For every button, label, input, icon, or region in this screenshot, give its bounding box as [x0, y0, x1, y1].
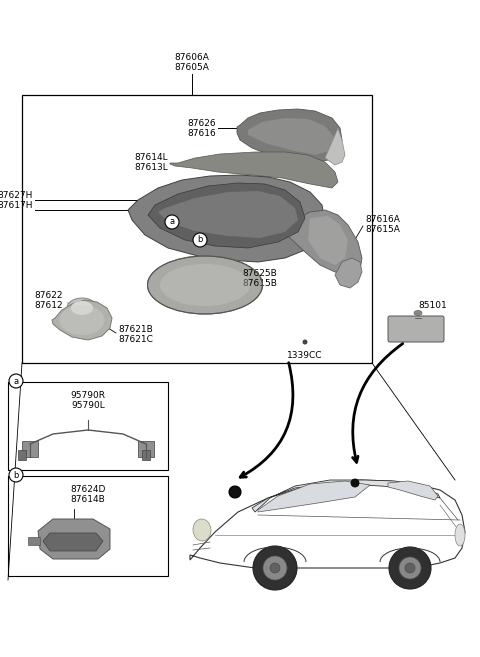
Polygon shape [252, 480, 440, 512]
Text: 87627H: 87627H [0, 191, 33, 200]
Polygon shape [335, 258, 362, 288]
Circle shape [399, 557, 421, 579]
Polygon shape [237, 109, 342, 163]
Circle shape [405, 563, 415, 573]
Circle shape [389, 547, 431, 589]
Text: 87613L: 87613L [134, 164, 168, 173]
Bar [138, 441, 154, 457]
Circle shape [165, 215, 179, 229]
Polygon shape [308, 216, 348, 265]
Text: b: b [13, 470, 19, 480]
Polygon shape [52, 300, 112, 340]
Text: 87614B: 87614B [71, 495, 106, 505]
Polygon shape [43, 533, 103, 551]
Text: 1339CC: 1339CC [287, 350, 323, 359]
Circle shape [302, 340, 308, 344]
Polygon shape [170, 152, 338, 188]
FancyArrowPatch shape [240, 363, 293, 477]
Circle shape [263, 556, 287, 580]
Polygon shape [38, 519, 110, 559]
Text: 87614L: 87614L [134, 154, 168, 162]
Text: a: a [13, 376, 19, 386]
Polygon shape [258, 481, 370, 512]
Text: 87605A: 87605A [175, 62, 209, 72]
Circle shape [351, 479, 359, 487]
Text: 87625B: 87625B [242, 269, 277, 279]
Text: 87624D: 87624D [70, 486, 106, 495]
Ellipse shape [414, 311, 422, 315]
Text: 87626: 87626 [187, 118, 216, 127]
Ellipse shape [147, 256, 263, 314]
Polygon shape [190, 480, 465, 568]
Polygon shape [325, 128, 345, 165]
FancyBboxPatch shape [388, 316, 444, 342]
Text: 87617H: 87617H [0, 202, 33, 210]
Text: a: a [169, 217, 175, 227]
Text: 87621C: 87621C [118, 336, 153, 344]
Ellipse shape [60, 305, 105, 335]
Text: 95790L: 95790L [71, 401, 105, 411]
Text: 87615A: 87615A [365, 225, 400, 235]
Text: 87621B: 87621B [118, 325, 153, 334]
Circle shape [9, 468, 23, 482]
Bar [8, 476, 168, 576]
Ellipse shape [71, 301, 93, 315]
Ellipse shape [193, 519, 211, 541]
Polygon shape [128, 175, 325, 262]
FancyArrowPatch shape [353, 344, 403, 463]
Text: 87615B: 87615B [242, 279, 277, 288]
Polygon shape [388, 481, 438, 500]
Text: b: b [197, 235, 203, 244]
Circle shape [253, 546, 297, 590]
Polygon shape [282, 210, 362, 275]
Bar [28, 537, 40, 545]
Circle shape [193, 233, 207, 247]
Text: 87616A: 87616A [365, 215, 400, 225]
Circle shape [270, 563, 280, 573]
Bar [22, 441, 38, 457]
Text: 87606A: 87606A [175, 53, 209, 62]
Text: 85101: 85101 [418, 300, 447, 309]
Circle shape [9, 374, 23, 388]
Polygon shape [158, 191, 298, 238]
Polygon shape [248, 118, 335, 155]
Circle shape [229, 486, 241, 498]
Ellipse shape [160, 264, 250, 306]
Bar [18, 450, 26, 460]
Text: 87622: 87622 [34, 292, 62, 300]
Bar [8, 382, 168, 470]
Text: 95790R: 95790R [71, 392, 106, 401]
Polygon shape [148, 183, 305, 248]
Ellipse shape [455, 524, 465, 546]
Bar [22, 95, 372, 363]
Bar [142, 450, 150, 460]
Ellipse shape [67, 298, 97, 318]
Text: 87612: 87612 [34, 302, 62, 311]
Text: 87616: 87616 [187, 129, 216, 137]
